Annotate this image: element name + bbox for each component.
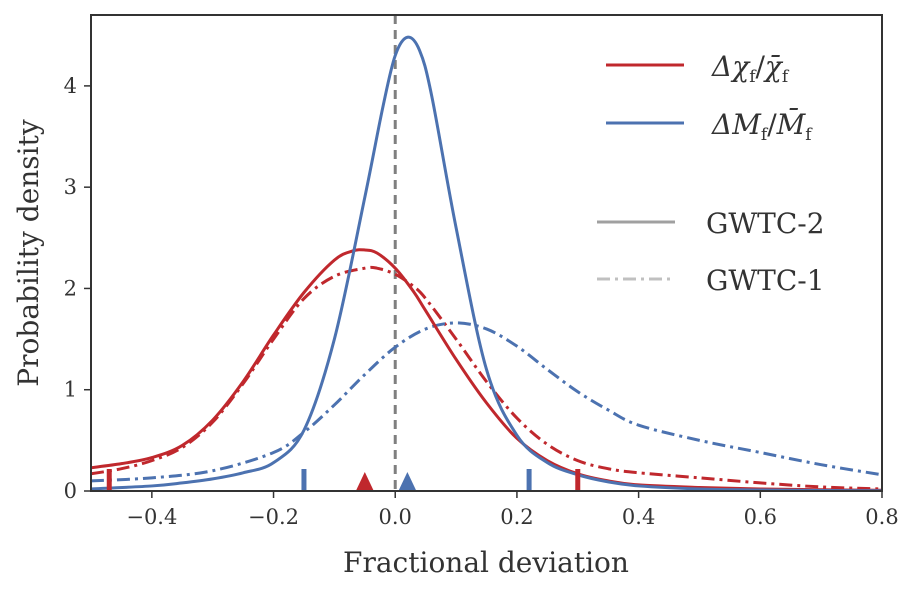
median-marker-0 xyxy=(355,472,374,491)
median-marker-1 xyxy=(398,472,417,491)
legend-label-gwtc2: GWTC-2 xyxy=(706,207,825,240)
y-tick-label: 0 xyxy=(64,479,77,503)
y-axis: 0 1 2 3 4 xyxy=(64,74,91,503)
x-tick-label: −0.2 xyxy=(248,505,299,529)
plot-frame xyxy=(90,14,883,492)
y-tick-label: 4 xyxy=(64,74,77,98)
plot-area xyxy=(91,15,882,491)
series-line-2 xyxy=(91,35,882,491)
y-axis-label: Probability density xyxy=(12,119,45,387)
y-tick-label: 1 xyxy=(64,378,77,402)
legend: Δχf/χ̄f ΔMf/M̄f GWTC-2 GWTC-1 xyxy=(597,50,825,297)
legend-label-chi: Δχf/χ̄f xyxy=(711,50,790,87)
x-tick-label: −0.4 xyxy=(126,505,177,529)
x-axis-label: Fractional deviation xyxy=(343,546,629,579)
series-line-1 xyxy=(91,265,882,491)
x-axis: −0.4 −0.2 0.0 0.2 0.4 0.6 0.8 xyxy=(126,491,899,529)
y-tick-label: 3 xyxy=(64,175,77,199)
y-tick-label: 2 xyxy=(64,276,77,300)
series-line-3 xyxy=(91,321,882,483)
legend-label-gwtc1: GWTC-1 xyxy=(706,264,825,297)
marker-layer xyxy=(106,469,581,491)
x-tick-label: 0.8 xyxy=(865,505,898,529)
x-tick-label: 0.0 xyxy=(379,505,412,529)
legend-label-mass: ΔMf/M̄f xyxy=(711,107,813,145)
x-tick-label: 0.4 xyxy=(622,505,655,529)
x-tick-label: 0.6 xyxy=(744,505,777,529)
x-tick-label: 0.2 xyxy=(500,505,533,529)
